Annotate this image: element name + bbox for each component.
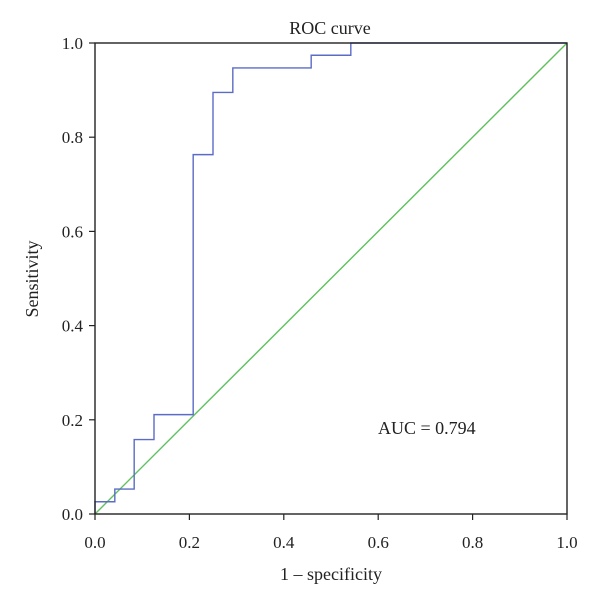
y-tick-label: 1.0 — [62, 34, 83, 53]
chart-title: ROC curve — [289, 18, 370, 38]
roc-curve-line — [94, 42, 567, 514]
x-tick-label: 1.0 — [556, 533, 577, 552]
x-tick-label: 0.6 — [368, 533, 389, 552]
x-tick-label: 0.0 — [84, 533, 105, 552]
y-tick-label: 0.0 — [62, 505, 83, 524]
x-tick-label: 0.2 — [179, 533, 200, 552]
y-tick-label: 0.6 — [62, 222, 83, 241]
y-axis: 0.0 0.2 0.4 0.6 0.8 1.0 — [62, 34, 95, 524]
y-tick-label: 0.8 — [62, 128, 83, 147]
auc-annotation: AUC = 0.794 — [378, 418, 476, 438]
plot-frame — [94, 42, 568, 515]
x-axis-title: 1 – specificity — [280, 564, 382, 584]
x-tick-label: 0.4 — [273, 533, 295, 552]
x-tick-label: 0.8 — [462, 533, 483, 552]
y-tick-label: 0.2 — [62, 411, 83, 430]
plot-area — [94, 42, 568, 515]
reference-diagonal-line — [94, 42, 568, 515]
x-axis: 0.0 0.2 0.4 0.6 0.8 1.0 — [84, 514, 578, 552]
y-tick-label: 0.4 — [62, 317, 84, 336]
y-axis-title: Sensitivity — [22, 240, 42, 317]
